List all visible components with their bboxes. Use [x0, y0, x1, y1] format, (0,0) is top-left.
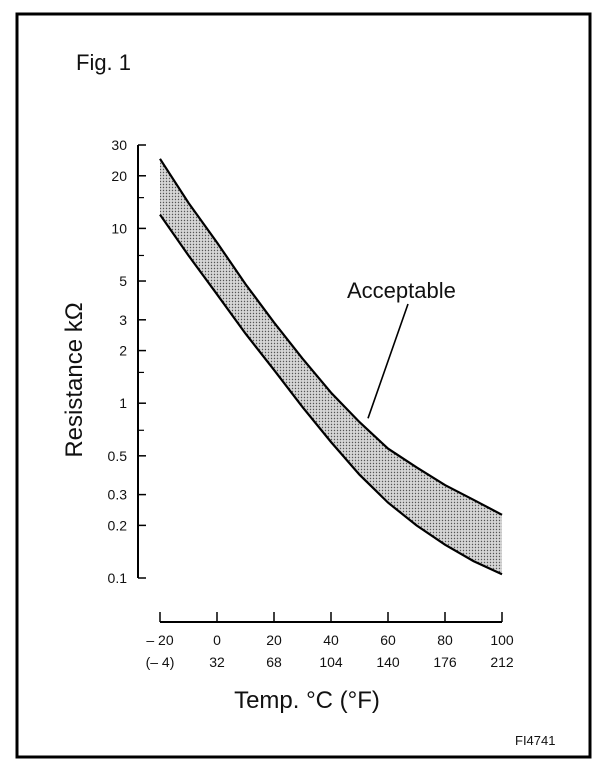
y-tick-label: 0.1: [108, 570, 128, 586]
x-tick-label-c: 20: [266, 632, 282, 648]
x-tick-label-c: – 20: [146, 632, 173, 648]
plot-area: [159, 158, 503, 576]
y-tick-label: 10: [111, 220, 127, 236]
figure-code: FI4741: [515, 733, 555, 748]
y-tick-label: 1: [119, 395, 127, 411]
x-tick-label-c: 60: [380, 632, 396, 648]
x-tick-label-f: (– 4): [146, 654, 175, 670]
annotation-acceptable: Acceptable: [347, 278, 456, 303]
y-tick-label: 5: [119, 273, 127, 289]
x-tick-label-f: 104: [319, 654, 343, 670]
y-tick-label: 0.5: [108, 448, 128, 464]
figure-label: Fig. 1: [76, 50, 131, 75]
y-tick-label: 30: [111, 137, 127, 153]
x-tick-label-f: 176: [433, 654, 457, 670]
y-axis-title: Resistance kΩ: [61, 302, 88, 457]
x-axis-title: Temp. °C (°F): [234, 687, 380, 714]
x-tick-label-f: 212: [490, 654, 514, 670]
y-axis-ticks: 30 20 10 5 3 2 1 0.5 0.3 0.2 0.1: [108, 137, 146, 586]
x-tick-label-c: 40: [323, 632, 339, 648]
annotation-leader-line: [367, 303, 409, 419]
x-tick-label-c: 80: [437, 632, 453, 648]
y-tick-label: 0.3: [108, 487, 128, 503]
lower-limit-curve: [159, 213, 503, 576]
x-tick-label-c: 100: [490, 632, 514, 648]
acceptable-band: [160, 158, 502, 575]
x-tick-label-f: 68: [266, 654, 282, 670]
upper-limit-curve: [159, 158, 503, 516]
x-tick-label-f: 32: [209, 654, 225, 670]
x-tick-label-c: 0: [213, 632, 221, 648]
figure-frame: [15, 12, 592, 759]
y-tick-label: 3: [119, 312, 127, 328]
y-tick-label: 0.2: [108, 517, 128, 533]
x-tick-label-f: 140: [376, 654, 400, 670]
y-tick-label: 2: [119, 343, 127, 359]
x-axis-ticks: – 20 (– 4) 0 32 20 68 40 104 60 140 80 176 100 212: [146, 612, 514, 670]
y-tick-label: 20: [111, 168, 127, 184]
